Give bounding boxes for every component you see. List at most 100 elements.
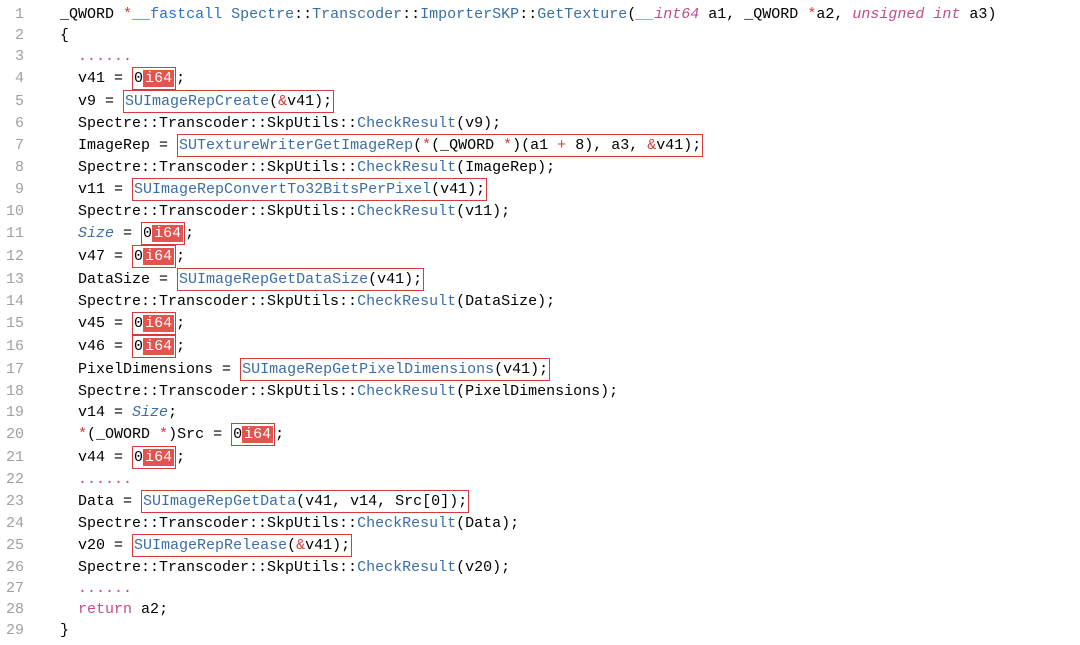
amp: & xyxy=(296,537,305,554)
code-content: v9 = SUImageRepCreate(&v41); xyxy=(42,90,334,113)
semi: ; xyxy=(176,315,185,332)
boxed-call: SUImageRepGetDataSize(v41); xyxy=(177,268,424,291)
code-line: 21 v44 = 0i64; xyxy=(0,446,1080,469)
namespace[interactable]: Transcoder xyxy=(312,6,402,23)
code-line: 23 Data = SUImageRepGetData(v41, v14, Sr… xyxy=(0,490,1080,513)
fn-call[interactable]: CheckResult xyxy=(357,515,456,532)
arg: v9 xyxy=(465,115,483,132)
fn-call[interactable]: CheckResult xyxy=(357,115,456,132)
arg: v41 xyxy=(503,361,530,378)
line-number: 11 xyxy=(0,223,42,244)
boxed-literal: 0i64 xyxy=(231,423,275,446)
ns-path: Spectre::Transcoder::SkpUtils:: xyxy=(78,515,357,532)
code-line: 24 Spectre::Transcoder::SkpUtils::CheckR… xyxy=(0,513,1080,534)
code-line: 6 Spectre::Transcoder::SkpUtils::CheckRe… xyxy=(0,113,1080,134)
semi: ; xyxy=(185,225,194,242)
code-content: Spectre::Transcoder::SkpUtils::CheckResu… xyxy=(42,201,510,222)
ns-path: Spectre::Transcoder::SkpUtils:: xyxy=(78,559,357,576)
code-content: v47 = 0i64; xyxy=(42,245,185,268)
boxed-literal: 0i64 xyxy=(132,446,176,469)
arg: PixelDimensions xyxy=(465,383,600,400)
code-content: v11 = SUImageRepConvertTo32BitsPerPixel(… xyxy=(42,178,487,201)
namespace[interactable]: ImporterSKP xyxy=(420,6,519,23)
line-number: 2 xyxy=(0,25,42,46)
fn-call[interactable]: SUImageRepGetDataSize xyxy=(179,271,368,288)
param-name: a3 xyxy=(969,6,987,23)
code-content: Spectre::Transcoder::SkpUtils::CheckResu… xyxy=(42,113,501,134)
i64-suffix: i64 xyxy=(143,338,174,355)
num: 8 xyxy=(566,137,584,154)
star: * xyxy=(422,137,431,154)
boxed-literal: 0i64 xyxy=(132,67,176,90)
arg: v41 xyxy=(305,537,332,554)
fn-call[interactable]: SUImageRepRelease xyxy=(134,537,287,554)
zero: 0 xyxy=(143,225,152,242)
boxed-literal: 0i64 xyxy=(141,222,185,245)
idx: 0 xyxy=(431,493,440,510)
zero: 0 xyxy=(134,449,143,466)
line-number: 20 xyxy=(0,424,42,445)
fn-call[interactable]: CheckResult xyxy=(357,159,456,176)
eq: = xyxy=(213,361,240,378)
line-number: 19 xyxy=(0,402,42,423)
arg: v11 xyxy=(465,203,492,220)
arg: v14 xyxy=(350,493,377,510)
fn-call[interactable]: CheckResult xyxy=(357,293,456,310)
sep: ), a3, xyxy=(584,137,647,154)
fn-call[interactable]: CheckResult xyxy=(357,203,456,220)
fn-call[interactable]: SUImageRepCreate xyxy=(125,93,269,110)
eq: = xyxy=(114,225,141,242)
arg: v41) xyxy=(656,137,692,154)
semi: ; xyxy=(501,203,510,220)
zero: 0 xyxy=(134,70,143,87)
code-content: ...... xyxy=(42,46,132,67)
semi: ; xyxy=(168,404,177,421)
ns-path: Spectre::Transcoder::SkpUtils:: xyxy=(78,203,357,220)
line-number: 3 xyxy=(0,46,42,67)
eq: = xyxy=(96,93,123,110)
boxed-call: SUTextureWriterGetImageRep(*(_QWORD *)(a… xyxy=(177,134,703,157)
line-number: 27 xyxy=(0,578,42,599)
eq: = xyxy=(105,70,132,87)
code-content: _QWORD *__fastcall Spectre::Transcoder::… xyxy=(42,4,996,25)
eq: = xyxy=(204,426,231,443)
rhs: Size xyxy=(132,404,168,421)
fn-call[interactable]: SUImageRepConvertTo32BitsPerPixel xyxy=(134,181,431,198)
code-line: 17 PixelDimensions = SUImageRepGetPixelD… xyxy=(0,358,1080,381)
code-content: Data = SUImageRepGetData(v41, v14, Src[0… xyxy=(42,490,469,513)
namespace[interactable]: Spectre xyxy=(231,6,294,23)
eq: = xyxy=(105,537,132,554)
i64-suffix: i64 xyxy=(242,426,273,443)
code-content: DataSize = SUImageRepGetDataSize(v41); xyxy=(42,268,424,291)
brace-open: { xyxy=(60,27,69,44)
fn-call[interactable]: CheckResult xyxy=(357,559,456,576)
line-number: 18 xyxy=(0,381,42,402)
i64-suffix: i64 xyxy=(143,248,174,265)
param-name: a2 xyxy=(816,6,834,23)
semi: ; xyxy=(492,115,501,132)
code-content: PixelDimensions = SUImageRepGetPixelDime… xyxy=(42,358,550,381)
eq: = xyxy=(114,493,141,510)
code-content: ...... xyxy=(42,469,132,490)
line-number: 14 xyxy=(0,291,42,312)
fn-call[interactable]: SUImageRepGetData xyxy=(143,493,296,510)
code-line: 19 v14 = Size; xyxy=(0,402,1080,423)
boxed-call: SUImageRepCreate(&v41); xyxy=(123,90,334,113)
code-content: ...... xyxy=(42,578,132,599)
eq: = xyxy=(105,404,132,421)
code-line: 7 ImageRep = SUTextureWriterGetImageRep(… xyxy=(0,134,1080,157)
ellipsis: ...... xyxy=(78,48,132,65)
zero: 0 xyxy=(233,426,242,443)
code-line: 27 ...... xyxy=(0,578,1080,599)
function-name[interactable]: GetTexture xyxy=(537,6,627,23)
line-number: 12 xyxy=(0,246,42,267)
star: * xyxy=(807,6,816,23)
star: * xyxy=(78,426,87,443)
code-line: 14 Spectre::Transcoder::SkpUtils::CheckR… xyxy=(0,291,1080,312)
fn-call[interactable]: CheckResult xyxy=(357,383,456,400)
fn-call[interactable]: SUImageRepGetPixelDimensions xyxy=(242,361,494,378)
var: v9 xyxy=(78,93,96,110)
ns-path: Spectre::Transcoder::SkpUtils:: xyxy=(78,293,357,310)
fn-call[interactable]: SUTextureWriterGetImageRep xyxy=(179,137,413,154)
zero: 0 xyxy=(134,248,143,265)
